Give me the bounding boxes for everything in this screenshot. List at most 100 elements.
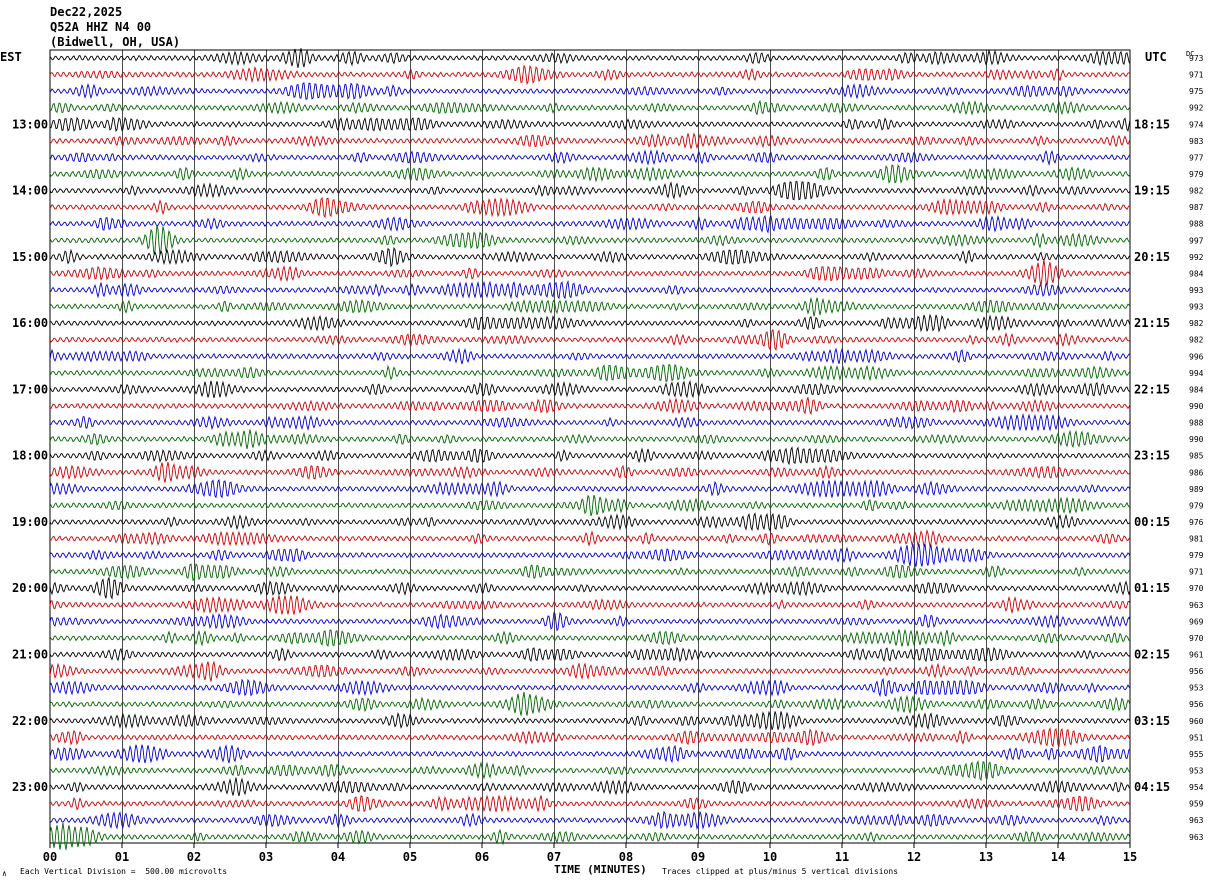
trace-line — [49, 279, 1131, 300]
chart-date: Dec22,2025 — [50, 5, 123, 19]
x-tick-label: 03 — [259, 850, 273, 864]
trace-line — [49, 777, 1131, 797]
trace-line — [49, 461, 1131, 483]
dc-offset-label: 993 — [1189, 286, 1204, 295]
right-hour-label: 19:15 — [1134, 184, 1170, 198]
trace-line — [49, 259, 1131, 287]
x-tick-label: 12 — [907, 850, 921, 864]
left-hour-label: 16:00 — [12, 316, 48, 330]
trace-line — [49, 347, 1131, 365]
dc-offset-label: 992 — [1189, 253, 1204, 262]
trace-line — [49, 196, 1131, 219]
corner-mark: ∧ — [2, 869, 7, 878]
trace-line — [49, 660, 1131, 682]
right-hour-label: 23:15 — [1134, 449, 1170, 463]
trace-line — [49, 296, 1131, 317]
trace-line — [49, 512, 1131, 532]
dc-column-label: DC — [1186, 50, 1195, 58]
trace-line — [49, 397, 1131, 416]
right-hour-label: 02:15 — [1134, 648, 1170, 662]
x-tick-label: 04 — [331, 850, 345, 864]
dc-offset-label: 990 — [1189, 402, 1204, 411]
trace-line — [49, 677, 1131, 698]
left-hour-labels: 13:00 14:00 15:00 16:00 17:00 18:00 19:00 20:00… — [12, 117, 48, 794]
dc-offset-label: 954 — [1189, 783, 1204, 792]
trace-line — [49, 99, 1131, 116]
dc-offset-label: 988 — [1189, 419, 1204, 428]
trace-line — [49, 494, 1131, 517]
station-location: (Bidwell, OH, USA) — [50, 35, 181, 49]
trace-line — [49, 246, 1131, 268]
trace-line — [49, 528, 1131, 549]
left-hour-label: 17:00 — [12, 382, 48, 396]
dc-offset-label: 951 — [1189, 733, 1204, 742]
trace-line — [49, 744, 1131, 764]
trace-line — [49, 563, 1131, 582]
left-timezone-label: EST — [0, 50, 22, 64]
dc-offset-label: 994 — [1189, 369, 1204, 378]
trace-line — [49, 576, 1131, 600]
dc-offset-label: 959 — [1189, 800, 1204, 809]
dc-offset-label: 977 — [1189, 153, 1204, 162]
trace-line — [49, 412, 1131, 432]
trace-line — [49, 82, 1131, 100]
trace-line — [49, 543, 1131, 567]
trace-line — [49, 116, 1131, 133]
trace-line — [49, 429, 1131, 450]
dc-offset-label: 992 — [1189, 104, 1204, 113]
dc-offset-label: 953 — [1189, 767, 1204, 776]
left-hour-label: 15:00 — [12, 250, 48, 264]
x-tick-label: 14 — [1051, 850, 1065, 864]
trace-line — [49, 329, 1131, 351]
dc-offset-label: 984 — [1189, 269, 1204, 278]
x-axis-ticks: 00 01 02 03 04 05 06 07 08 09 10 11 12 13 14 15 — [43, 843, 1137, 864]
dc-offset-label: 953 — [1189, 684, 1204, 693]
dc-offset-label: 979 — [1189, 170, 1204, 179]
trace-group — [49, 48, 1131, 850]
right-hour-label: 18:15 — [1134, 117, 1170, 131]
dc-offset-label: 982 — [1189, 336, 1204, 345]
right-hour-label: 22:15 — [1134, 382, 1170, 396]
x-tick-label: 06 — [475, 850, 489, 864]
dc-offset-label: 990 — [1189, 435, 1204, 444]
trace-line — [49, 628, 1131, 648]
trace-line — [49, 646, 1131, 663]
dc-offset-label: 970 — [1189, 584, 1204, 593]
dc-offset-label: 997 — [1189, 236, 1204, 245]
dc-offset-label: 969 — [1189, 617, 1204, 626]
plot-grid — [49, 49, 1131, 844]
dc-offset-label: 981 — [1189, 535, 1204, 544]
right-timezone-label: UTC — [1145, 50, 1167, 64]
dc-offset-label: 976 — [1189, 518, 1204, 527]
dc-offset-label: 973 — [1189, 54, 1204, 63]
trace-line — [49, 48, 1131, 68]
dc-offset-label: 979 — [1189, 501, 1204, 510]
trace-line — [49, 313, 1131, 333]
x-axis-label: TIME (MINUTES) — [554, 863, 647, 876]
dc-offset-label: 960 — [1189, 717, 1204, 726]
dc-offset-label: 989 — [1189, 485, 1204, 494]
trace-line — [49, 181, 1131, 201]
dc-offset-label: 987 — [1189, 203, 1204, 212]
trace-line — [49, 760, 1131, 781]
scale-note: Each Vertical Division = 500.00 microvol… — [20, 867, 228, 876]
trace-line — [49, 478, 1131, 499]
dc-offset-label: 963 — [1189, 833, 1204, 842]
dc-offset-label: 961 — [1189, 651, 1204, 660]
right-hour-label: 01:15 — [1134, 581, 1170, 595]
trace-line — [49, 691, 1131, 716]
left-hour-label: 22:00 — [12, 714, 48, 728]
trace-line — [49, 379, 1131, 399]
trace-line — [49, 823, 1131, 850]
right-hour-labels: 18:15 19:15 20:15 21:15 22:15 23:15 00:15 01:15… — [1134, 117, 1170, 794]
x-tick-label: 08 — [619, 850, 633, 864]
dc-offset-label: 985 — [1189, 452, 1204, 461]
trace-line — [49, 64, 1131, 86]
left-hour-label: 18:00 — [12, 449, 48, 463]
trace-line — [49, 727, 1131, 748]
left-hour-label: 13:00 — [12, 117, 48, 131]
dc-offset-label: 971 — [1189, 568, 1204, 577]
dc-offset-label: 963 — [1189, 601, 1204, 610]
x-tick-label: 10 — [763, 850, 777, 864]
